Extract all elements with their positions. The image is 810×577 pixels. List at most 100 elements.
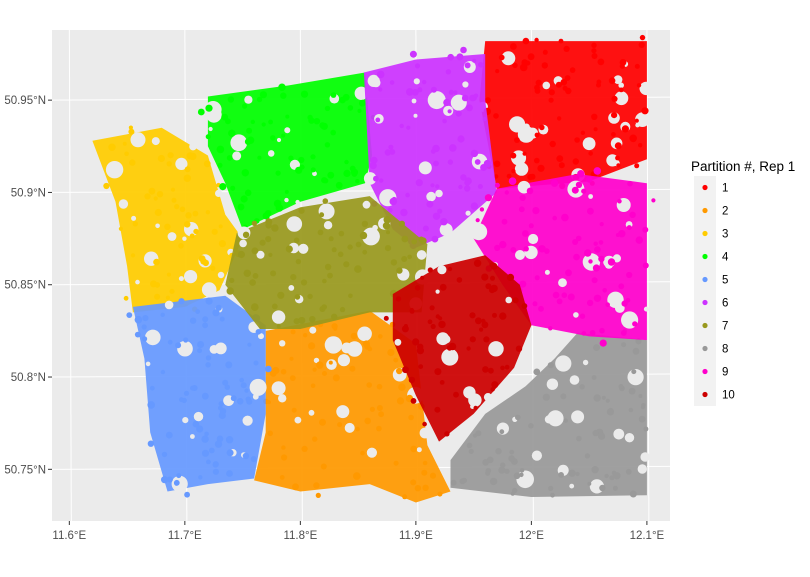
data-point bbox=[626, 271, 633, 279]
data-point bbox=[434, 368, 442, 376]
y-tick-label: 50.75°N bbox=[4, 464, 46, 476]
data-point bbox=[574, 137, 580, 143]
gap-point bbox=[639, 81, 653, 96]
data-point bbox=[281, 133, 286, 138]
gap-point bbox=[182, 417, 189, 424]
data-point bbox=[482, 366, 489, 373]
data-point bbox=[618, 384, 624, 389]
data-point bbox=[410, 445, 417, 453]
data-point bbox=[122, 141, 127, 146]
data-point bbox=[430, 183, 435, 188]
data-point bbox=[599, 327, 605, 334]
data-point bbox=[198, 255, 206, 262]
data-point bbox=[214, 440, 223, 448]
gap-point bbox=[208, 126, 213, 132]
data-point bbox=[108, 143, 116, 151]
data-point bbox=[171, 197, 177, 203]
data-point bbox=[350, 332, 358, 340]
data-point bbox=[447, 53, 455, 61]
data-point bbox=[608, 77, 616, 84]
data-point bbox=[515, 345, 523, 352]
data-point bbox=[625, 298, 631, 303]
data-point bbox=[270, 270, 277, 277]
data-point bbox=[638, 41, 645, 49]
partition-5-gaps bbox=[145, 300, 267, 492]
legend-item-4: 4 bbox=[702, 252, 729, 264]
data-point bbox=[442, 118, 447, 124]
legend-key bbox=[702, 253, 708, 260]
data-point bbox=[418, 236, 424, 242]
data-point bbox=[386, 230, 390, 235]
gap-point bbox=[640, 452, 650, 462]
partition-8 bbox=[450, 328, 650, 498]
data-point bbox=[576, 435, 582, 442]
data-point bbox=[579, 384, 585, 390]
data-point bbox=[123, 295, 129, 301]
data-point bbox=[483, 336, 490, 343]
data-point bbox=[482, 459, 489, 466]
data-point bbox=[414, 63, 421, 69]
data-point bbox=[406, 88, 414, 96]
data-point bbox=[539, 124, 545, 131]
data-point bbox=[635, 236, 643, 244]
data-point bbox=[293, 237, 300, 244]
data-point bbox=[417, 343, 424, 350]
data-point bbox=[337, 422, 343, 428]
data-point bbox=[160, 312, 165, 317]
data-point bbox=[243, 269, 251, 277]
data-point bbox=[237, 203, 245, 211]
data-point bbox=[149, 385, 155, 391]
legend-item-5: 5 bbox=[702, 275, 728, 287]
data-point bbox=[495, 448, 502, 455]
data-point bbox=[249, 279, 256, 286]
data-point bbox=[128, 128, 135, 135]
x-tick-label: 12.1°E bbox=[630, 530, 665, 542]
data-point bbox=[599, 222, 604, 227]
data-point bbox=[433, 160, 439, 167]
data-point bbox=[355, 179, 360, 184]
data-point bbox=[560, 78, 568, 86]
gap-point bbox=[171, 475, 188, 492]
data-point bbox=[167, 152, 174, 159]
gap-point bbox=[582, 137, 596, 151]
data-point bbox=[165, 431, 173, 439]
data-point bbox=[500, 462, 506, 468]
gap-point bbox=[437, 265, 447, 275]
data-point bbox=[219, 316, 225, 322]
legend-label: 10 bbox=[722, 390, 735, 402]
gap-point bbox=[118, 199, 129, 209]
data-point bbox=[379, 178, 384, 183]
data-point bbox=[272, 366, 280, 375]
gap-point bbox=[542, 81, 551, 90]
data-point bbox=[552, 291, 560, 299]
data-point bbox=[591, 466, 599, 474]
data-point bbox=[337, 251, 344, 258]
data-point bbox=[558, 38, 564, 44]
data-point bbox=[548, 97, 554, 103]
data-point bbox=[339, 96, 346, 104]
gap-point bbox=[193, 411, 204, 422]
data-point bbox=[429, 472, 437, 479]
gap-point bbox=[167, 232, 177, 241]
data-point bbox=[588, 259, 593, 264]
data-point bbox=[615, 155, 620, 161]
y-tick-label: 50.8°N bbox=[11, 372, 46, 384]
data-point bbox=[499, 312, 507, 320]
data-point bbox=[237, 250, 245, 259]
data-point bbox=[153, 196, 158, 201]
data-point bbox=[513, 472, 521, 480]
data-point bbox=[432, 212, 441, 220]
data-point bbox=[429, 305, 435, 311]
legend-key bbox=[702, 368, 708, 375]
gap-point bbox=[164, 300, 174, 310]
data-point bbox=[475, 430, 482, 437]
data-point bbox=[330, 92, 337, 98]
data-point bbox=[493, 113, 499, 119]
data-point bbox=[154, 293, 161, 300]
data-point bbox=[621, 300, 628, 307]
data-point bbox=[378, 334, 383, 339]
data-point bbox=[534, 157, 540, 164]
data-point bbox=[222, 379, 229, 386]
data-point bbox=[247, 342, 252, 347]
data-point bbox=[638, 143, 643, 148]
